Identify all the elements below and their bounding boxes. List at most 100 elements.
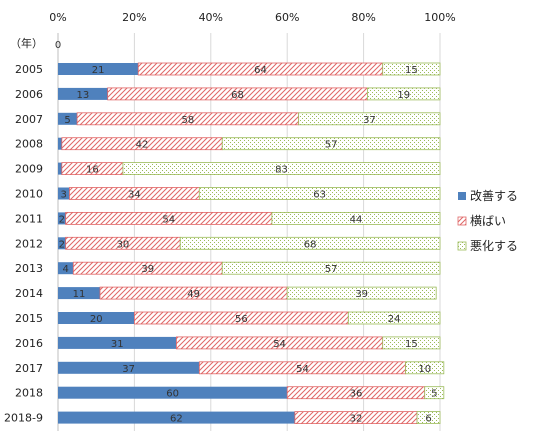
data-label: 54 [162, 214, 175, 225]
data-label: 54 [296, 364, 309, 375]
y-axis-header: （年） [10, 36, 43, 50]
x-tick-label: 0% [49, 11, 66, 24]
data-label: 39 [141, 264, 154, 275]
data-label: 5 [64, 115, 70, 126]
data-label: 15 [405, 65, 418, 76]
category-label: 2015 [15, 312, 43, 325]
category-label: 2010 [15, 188, 43, 201]
data-label: 34 [128, 190, 141, 201]
data-label: 83 [275, 165, 288, 176]
data-label: 68 [304, 239, 317, 250]
bar-segment [221, 261, 441, 275]
bar-segment [221, 137, 441, 151]
bar-segment [58, 63, 139, 75]
legend-swatch [457, 241, 467, 251]
data-label: 42 [136, 140, 149, 151]
data-label: 11 [73, 289, 86, 300]
bar-segment [347, 311, 441, 325]
data-label: 60 [166, 389, 179, 400]
legend-swatch [458, 192, 466, 200]
data-label: 49 [187, 289, 200, 300]
category-label: 2009 [15, 163, 43, 176]
data-label: 44 [350, 214, 363, 225]
bar-segment [58, 237, 66, 250]
data-label: 13 [76, 90, 89, 101]
category-label: 2005 [15, 63, 43, 76]
data-label: 2 [59, 214, 65, 225]
x-tick-label: 60% [275, 11, 299, 24]
bar-segment [271, 211, 441, 225]
category-label: 2013 [15, 262, 43, 275]
data-label: 57 [325, 140, 338, 151]
bar-segment [286, 286, 437, 300]
legend-label: 悪化する [470, 239, 518, 253]
data-label: 31 [111, 339, 124, 350]
bar-segment [58, 411, 295, 424]
bar-segment [58, 386, 288, 399]
category-label: 2018-9 [4, 412, 43, 425]
data-label: 3 [61, 190, 67, 201]
category-label: 2008 [15, 138, 43, 151]
bar-segment [58, 336, 177, 349]
category-label: 2006 [15, 88, 43, 101]
data-label: 6 [425, 414, 431, 425]
bar-segment [122, 162, 441, 176]
category-label: 2014 [15, 287, 43, 300]
data-label: 39 [355, 289, 368, 300]
bar-segment [58, 112, 78, 125]
data-label: 57 [325, 264, 338, 275]
data-label: 30 [117, 239, 130, 250]
bar-segment [58, 137, 62, 150]
category-label: 2011 [15, 212, 43, 225]
category-label: 2017 [15, 362, 43, 375]
legend-label: 横ばい [470, 214, 506, 228]
header-value-label: 0 [55, 40, 61, 51]
data-label: 19 [397, 90, 410, 101]
data-label: 56 [235, 314, 248, 325]
x-tick-label: 80% [351, 11, 375, 24]
data-label: 32 [350, 414, 363, 425]
bar-segment [179, 236, 441, 250]
data-label: 37 [363, 115, 376, 126]
category-label: 2018 [15, 387, 43, 400]
bar-segment [58, 162, 62, 175]
bar-segment [382, 336, 441, 350]
bar-segment [198, 187, 441, 200]
bar-segment [382, 62, 441, 76]
legend-label: 改善する [470, 188, 518, 203]
data-label: 24 [388, 314, 401, 325]
data-label: 58 [182, 115, 195, 126]
data-label: 16 [86, 165, 99, 176]
data-label: 36 [350, 389, 363, 400]
data-label: 20 [90, 314, 103, 325]
bar-segment [58, 212, 66, 225]
data-label: 68 [231, 90, 244, 101]
data-label: 62 [170, 414, 183, 425]
category-label: 2007 [15, 113, 43, 126]
data-label: 10 [418, 364, 431, 375]
bar-segment [58, 361, 200, 374]
category-label: 2012 [15, 237, 43, 250]
bar-segment [58, 262, 74, 275]
bar-segment [58, 287, 101, 300]
bar-segment [298, 112, 441, 126]
x-axis-ticks: 0% 20% 40% 60% 80% 100% [49, 11, 455, 24]
x-tick-label: 20% [122, 11, 146, 24]
x-tick-label: 100% [424, 11, 455, 24]
data-label: 4 [62, 264, 68, 275]
data-label: 15 [405, 339, 418, 350]
data-label: 5 [431, 389, 437, 400]
bar-segment [424, 386, 445, 400]
data-label: 63 [313, 190, 326, 201]
x-tick-label: 40% [199, 11, 223, 24]
legend-swatch [457, 216, 467, 226]
bar-segment [58, 87, 108, 100]
bar-segment [367, 87, 441, 101]
bar-segment [58, 312, 135, 324]
data-label: 54 [273, 339, 286, 350]
data-label: 2 [59, 239, 65, 250]
bar-segment [405, 361, 445, 375]
data-label: 21 [92, 65, 105, 76]
